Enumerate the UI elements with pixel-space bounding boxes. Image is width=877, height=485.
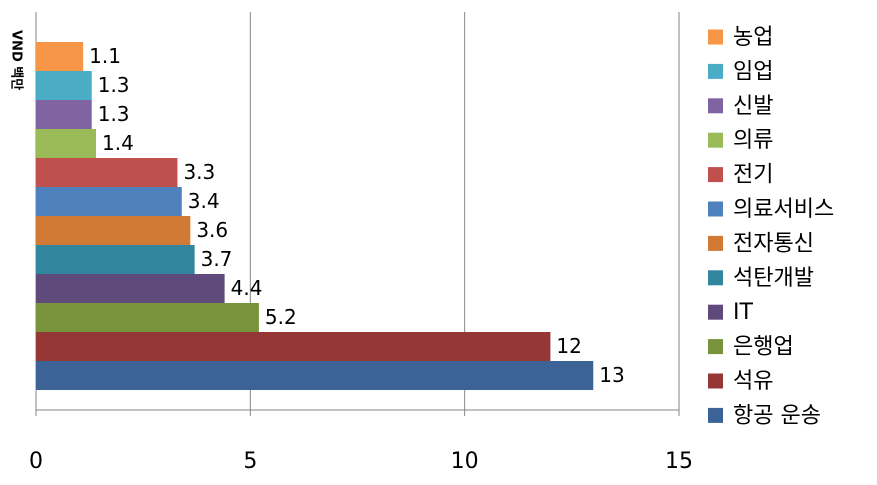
bar (36, 129, 97, 158)
value-label: 1.1 (89, 44, 121, 68)
value-label: 4.4 (231, 276, 263, 300)
legend-swatch (708, 339, 723, 355)
legend-swatch (708, 29, 723, 45)
bar (36, 100, 92, 129)
legend-swatch (708, 235, 723, 251)
legend-swatch (708, 167, 723, 183)
legend-swatch (708, 373, 723, 389)
value-label: 13 (599, 363, 624, 387)
x-tick-label: 10 (451, 449, 479, 474)
value-label: 1.3 (98, 73, 130, 97)
legend-swatch (708, 132, 723, 148)
legend-label: 의료서비스 (733, 197, 834, 222)
legend-label: 석탄개발 (733, 266, 814, 291)
value-label: 1.4 (102, 131, 134, 155)
value-label: 3.4 (188, 189, 220, 213)
x-tick-label: 5 (243, 449, 257, 474)
bar (36, 274, 225, 303)
legend-label: 농업 (733, 25, 773, 50)
legend-label: 전자통신 (733, 231, 814, 256)
x-tick-label: 15 (665, 449, 693, 474)
value-label: 3.3 (183, 160, 215, 184)
bar (36, 216, 191, 245)
x-tick-label: 0 (29, 449, 43, 474)
value-label: 12 (556, 334, 581, 358)
value-label: 3.7 (201, 247, 233, 271)
legend-label: 항공 운송 (733, 403, 821, 428)
legend-label: 신발 (733, 94, 773, 119)
bar (36, 158, 178, 187)
legend-swatch (708, 270, 723, 286)
value-label: 1.3 (98, 102, 130, 126)
value-label: 5.2 (265, 305, 297, 329)
bar (36, 187, 182, 216)
legend-swatch (708, 63, 723, 79)
bar (36, 332, 551, 361)
bar (36, 245, 195, 274)
legend-swatch (708, 304, 723, 320)
bar (36, 303, 259, 332)
legend-label: 임업 (733, 59, 773, 84)
legend-label: 석유 (733, 369, 773, 394)
value-label: 3.6 (196, 218, 228, 242)
bar (36, 361, 594, 390)
y-axis-label: VND 백만 (9, 30, 25, 90)
legend-label: IT (733, 300, 753, 325)
bar (36, 42, 84, 71)
legend-label: 전기 (733, 163, 773, 188)
legend-swatch (708, 201, 723, 217)
legend-swatch (708, 407, 723, 423)
legend-swatch (708, 98, 723, 114)
legend-label: 은행업 (733, 335, 794, 360)
legend-label: 의류 (733, 128, 773, 153)
bar (36, 71, 92, 100)
